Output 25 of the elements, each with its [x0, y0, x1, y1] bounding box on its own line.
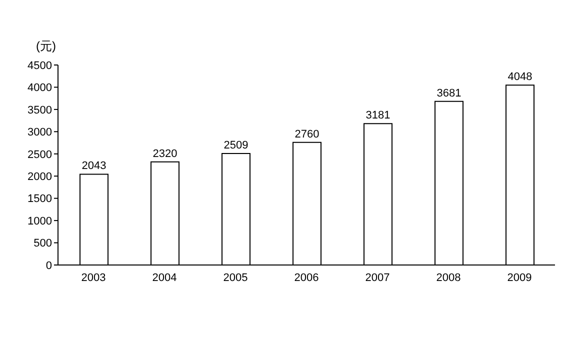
y-tick-label: 4000 [28, 82, 52, 94]
x-tick-label: 2004 [152, 272, 177, 284]
data-label: 2760 [294, 128, 320, 140]
y-tick-label: 3500 [28, 104, 52, 116]
data-label: 3681 [436, 87, 462, 100]
x-tick-label: 2009 [507, 272, 532, 284]
data-label: 2320 [152, 148, 178, 160]
y-tick-label: 3000 [28, 126, 52, 139]
y-tick-label: 1000 [28, 215, 52, 228]
x-tick-label: 2005 [223, 272, 248, 284]
x-tick-label: 2003 [81, 272, 106, 284]
y-tick-label: 2000 [28, 171, 52, 184]
data-label: 4048 [508, 71, 532, 84]
y-tick-label: 1500 [28, 193, 52, 206]
data-label: 2043 [82, 160, 106, 172]
x-tick-label: 2006 [294, 272, 319, 284]
y-tick-label: 500 [34, 238, 52, 250]
x-tick-label: 2007 [365, 272, 390, 284]
x-tick-label: 2008 [436, 272, 461, 284]
y-tick-label: 0 [46, 260, 52, 272]
data-label: 3181 [366, 110, 390, 122]
y-tick-label: 2500 [28, 148, 52, 161]
y-tick-label: 4500 [28, 60, 52, 72]
data-label: 2509 [224, 139, 248, 152]
y-axis-title: (元) [36, 38, 56, 55]
